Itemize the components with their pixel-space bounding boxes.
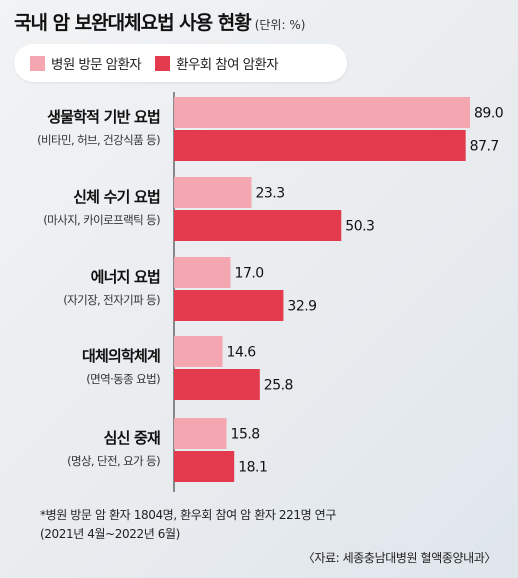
value-label-society: 50.3	[345, 219, 374, 235]
value-label-hospital: 17.0	[235, 266, 264, 282]
category-sublabel: (면역·동종 요법)	[86, 372, 160, 386]
category-label: 심신 중재	[104, 429, 160, 447]
bar-hospital	[174, 257, 231, 288]
value-label-society: 87.7	[470, 139, 499, 155]
value-label-hospital: 14.6	[227, 345, 257, 361]
value-label-society: 18.1	[238, 460, 267, 476]
legend-swatch-society	[155, 55, 171, 71]
bar-hospital	[174, 97, 470, 128]
legend-label-society: 환우회 참여 암환자	[176, 57, 279, 73]
bar-hospital	[174, 336, 223, 367]
footnote-line-1: *병원 방문 암 환자 1804명, 환우회 참여 암 환자 221명 연구	[40, 508, 336, 522]
bar-chart: 생물학적 기반 요법 (비타민, 허브, 건강식품 등) 89.0 87.7 신체 수기…	[37, 92, 504, 492]
legend-item-hospital: 병원 방문 암환자	[30, 53, 142, 73]
legend: 병원 방문 암환자 환우회 참여 암환자	[14, 44, 347, 82]
bar-society	[174, 290, 284, 321]
value-label-hospital: 89.0	[474, 106, 503, 122]
legend-label-hospital: 병원 방문 암환자	[51, 57, 142, 73]
chart-title-row: 국내 암 보완대체요법 사용 현황 (단위: %)	[14, 8, 305, 35]
value-label-hospital: 15.8	[231, 427, 260, 443]
footnote: *병원 방문 암 환자 1804명, 환우회 참여 암 환자 221명 연구 (…	[40, 506, 336, 544]
category-label: 신체 수기 요법	[73, 188, 160, 206]
bar-society	[174, 130, 466, 161]
category-sublabel: (마사지, 카이로프랙틱 등)	[43, 213, 160, 227]
value-label-society: 25.8	[264, 378, 293, 394]
bar-hospital	[174, 177, 252, 208]
source-note: 〈자료: 세종충남대병원 혈액종양내과〉	[302, 551, 497, 565]
value-label-hospital: 23.3	[255, 186, 284, 202]
chart-title: 국내 암 보완대체요법 사용 현황	[14, 12, 252, 34]
category-label: 에너지 요법	[91, 268, 160, 286]
bar-hospital	[174, 418, 227, 449]
legend-swatch-hospital	[30, 55, 45, 71]
bar-society	[174, 451, 235, 482]
bar-society	[174, 210, 342, 241]
category-sublabel: (비타민, 허브, 건강식품 등)	[37, 133, 160, 147]
category-sublabel: (자기장, 전자기파 등)	[63, 293, 160, 307]
footnote-line-2: (2021년 4월~2022년 6월)	[40, 527, 180, 541]
unit-label: (단위: %)	[254, 18, 306, 32]
category-label: 대체의학체계	[82, 347, 160, 365]
legend-item-society: 환우회 참여 암환자	[155, 53, 279, 73]
value-label-society: 32.9	[287, 299, 316, 315]
bar-society	[174, 369, 260, 400]
category-label: 생물학적 기반 요법	[47, 108, 160, 126]
category-sublabel: (명상, 단전, 요가 등)	[67, 454, 160, 468]
